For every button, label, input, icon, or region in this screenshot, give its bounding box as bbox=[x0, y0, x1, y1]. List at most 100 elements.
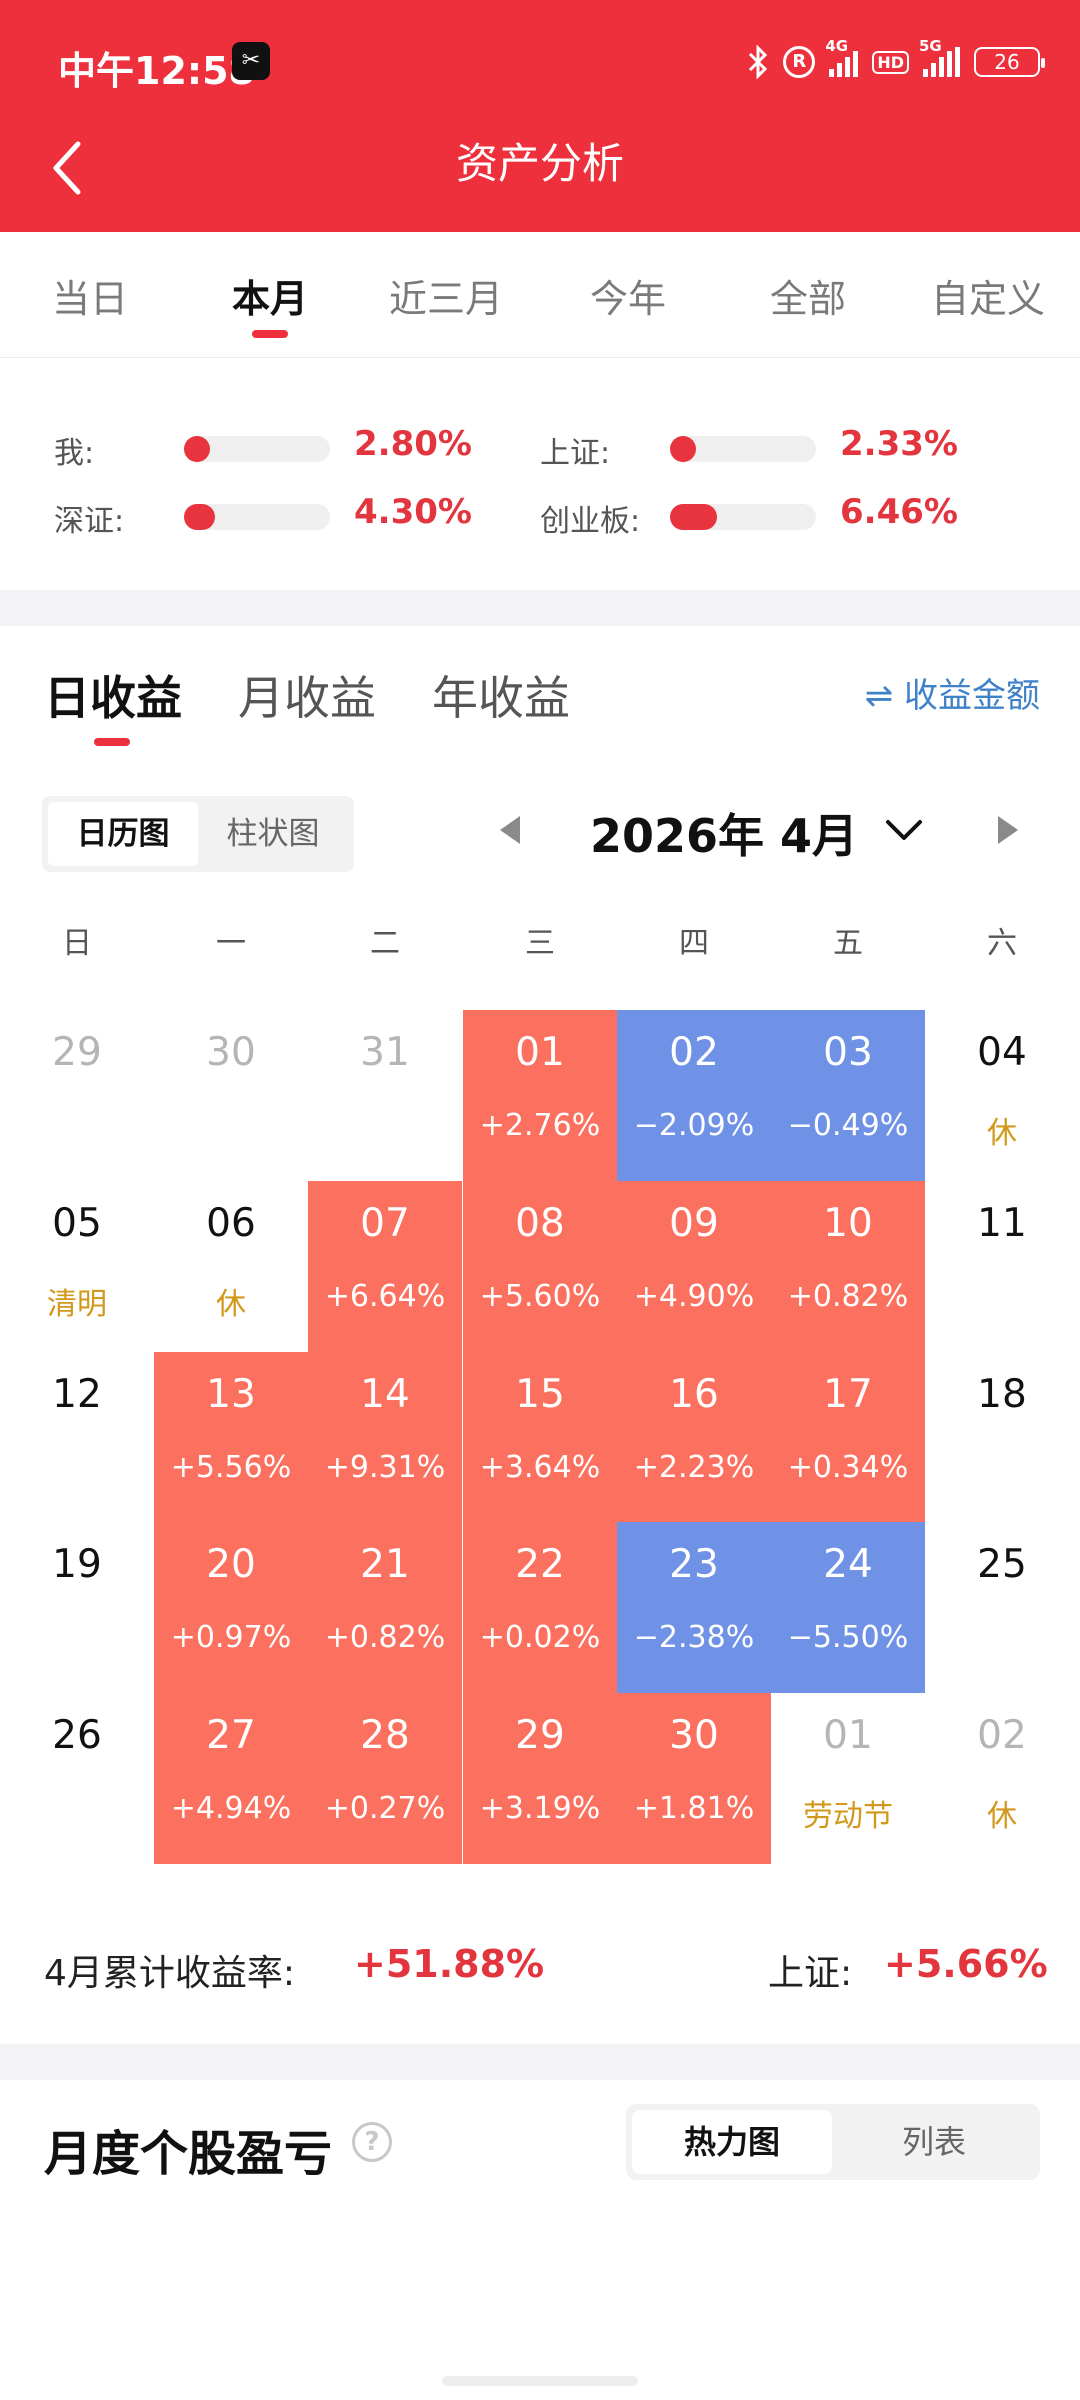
day-return: +4.90% bbox=[633, 1279, 755, 1314]
help-icon[interactable]: ? bbox=[352, 2122, 392, 2162]
day-number: 22 bbox=[515, 1542, 565, 1587]
day-return: +3.19% bbox=[479, 1791, 601, 1826]
capcut-app-icon: ✂ bbox=[232, 42, 270, 80]
list-button[interactable]: 列表 bbox=[901, 2123, 966, 2161]
back-arrow-icon[interactable] bbox=[48, 138, 88, 198]
day-return: +0.02% bbox=[479, 1620, 601, 1655]
weekday-header: 日 一 二 三 四 五 六 bbox=[0, 918, 1080, 968]
bar-view-button[interactable]: 柱状图 bbox=[226, 816, 320, 852]
tab-daily-return[interactable]: 日收益 bbox=[44, 671, 182, 725]
day-number: 05 bbox=[52, 1201, 102, 1246]
day-number: 01 bbox=[515, 1030, 565, 1075]
calendar-day[interactable]: 07 +6.64% bbox=[308, 1181, 462, 1352]
calendar-day[interactable]: 24 −5.50% bbox=[771, 1522, 925, 1693]
day-number: 24 bbox=[823, 1542, 873, 1587]
tab-yearly-return[interactable]: 年收益 bbox=[432, 671, 570, 725]
calendar-day[interactable]: 13 +5.56% bbox=[154, 1352, 308, 1523]
return-comparison: 我: 2.80% 上证: 2.33% 深证: 4.30% 创业板: 6.46% bbox=[0, 358, 1080, 590]
calendar-day[interactable]: 20 +0.97% bbox=[154, 1522, 308, 1693]
day-number: 18 bbox=[977, 1372, 1027, 1417]
day-number: 02 bbox=[669, 1030, 719, 1075]
calendar-day: 25 bbox=[925, 1522, 1079, 1693]
calendar-day[interactable]: 30 +1.81% bbox=[617, 1693, 771, 1864]
pnl-view-toggle: 热力图 列表 bbox=[626, 2104, 1040, 2180]
compare-label: 上证: bbox=[540, 436, 611, 471]
tab-this-month[interactable]: 本月 bbox=[231, 277, 308, 321]
calendar-day[interactable]: 17 +0.34% bbox=[771, 1352, 925, 1523]
day-number: 06 bbox=[206, 1201, 256, 1246]
view-mode-toggle: 日历图 柱状图 bbox=[42, 796, 354, 872]
calendar-day[interactable]: 01 +2.76% bbox=[463, 1010, 617, 1181]
day-return: +6.64% bbox=[324, 1279, 446, 1314]
chevron-down-icon[interactable] bbox=[884, 810, 924, 850]
tab-monthly-return[interactable]: 月收益 bbox=[238, 671, 376, 725]
calendar-view-button[interactable]: 日历图 bbox=[48, 802, 198, 866]
calendar-day: 26 bbox=[0, 1693, 154, 1864]
day-return: +0.97% bbox=[170, 1620, 292, 1655]
tab-this-year[interactable]: 今年 bbox=[589, 277, 666, 321]
day-return: −0.49% bbox=[787, 1108, 909, 1143]
day-return: +0.82% bbox=[324, 1620, 446, 1655]
day-number: 23 bbox=[669, 1542, 719, 1587]
day-number: 09 bbox=[669, 1201, 719, 1246]
day-return: +1.81% bbox=[633, 1791, 755, 1826]
calendar-day[interactable]: 16 +2.23% bbox=[617, 1352, 771, 1523]
calendar-day[interactable]: 27 +4.94% bbox=[154, 1693, 308, 1864]
index-return-value: +5.66% bbox=[884, 1942, 1048, 1986]
signal-4g-icon: 4G bbox=[825, 37, 859, 77]
day-return: −2.38% bbox=[633, 1620, 755, 1655]
app-header: 中午12:58 ✂ R 4G HD 5G 26 资产分析 bbox=[0, 0, 1080, 232]
day-return: +9.31% bbox=[324, 1450, 446, 1485]
day-return: +4.94% bbox=[170, 1791, 292, 1826]
calendar-day: 04 休 bbox=[925, 1010, 1079, 1181]
battery-icon: 26 bbox=[974, 47, 1045, 77]
prev-month-icon[interactable] bbox=[500, 816, 520, 844]
calendar-day: 12 bbox=[0, 1352, 154, 1523]
calendar-day[interactable]: 02 −2.09% bbox=[617, 1010, 771, 1181]
calendar-day[interactable]: 09 +4.90% bbox=[617, 1181, 771, 1352]
heatmap-button[interactable]: 热力图 bbox=[632, 2110, 832, 2174]
active-subtab-indicator bbox=[94, 738, 130, 746]
calendar-day[interactable]: 28 +0.27% bbox=[308, 1693, 462, 1864]
day-number: 10 bbox=[823, 1201, 873, 1246]
day-number: 04 bbox=[977, 1030, 1027, 1075]
tab-three-months[interactable]: 近三月 bbox=[388, 277, 503, 321]
calendar-day[interactable]: 10 +0.82% bbox=[771, 1181, 925, 1352]
calendar-day[interactable]: 08 +5.60% bbox=[463, 1181, 617, 1352]
month-title[interactable]: 2026年 4月 bbox=[590, 809, 859, 863]
calendar-day[interactable]: 14 +9.31% bbox=[308, 1352, 462, 1523]
calendar-day[interactable]: 29 +3.19% bbox=[463, 1693, 617, 1864]
cumulative-return-label: 4月累计收益率: bbox=[44, 1953, 296, 1994]
day-number: 21 bbox=[360, 1542, 410, 1587]
day-number: 02 bbox=[977, 1713, 1027, 1758]
compare-row: 上证: 2.33% bbox=[540, 414, 1000, 474]
day-number: 15 bbox=[515, 1372, 565, 1417]
day-number: 26 bbox=[52, 1713, 102, 1758]
weekday-label: 三 bbox=[525, 926, 555, 961]
compare-bar-fill bbox=[184, 504, 216, 530]
day-return: +0.27% bbox=[324, 1791, 446, 1826]
next-month-icon[interactable] bbox=[998, 816, 1018, 844]
day-number: 13 bbox=[206, 1372, 256, 1417]
compare-row: 深证: 4.30% bbox=[54, 482, 514, 542]
day-number: 19 bbox=[52, 1542, 102, 1587]
calendar-day: 06 休 bbox=[154, 1181, 308, 1352]
tab-today[interactable]: 当日 bbox=[51, 277, 128, 321]
page-title: 资产分析 bbox=[455, 139, 624, 188]
compare-bar bbox=[184, 436, 330, 462]
calendar-day[interactable]: 23 −2.38% bbox=[617, 1522, 771, 1693]
day-number: 14 bbox=[360, 1372, 410, 1417]
calendar-day: 31 bbox=[308, 1010, 462, 1181]
calendar-day[interactable]: 21 +0.82% bbox=[308, 1522, 462, 1693]
tab-all[interactable]: 全部 bbox=[769, 277, 846, 321]
return-amount-toggle[interactable]: ⇌ 收益金额 bbox=[864, 676, 1040, 716]
calendar-day[interactable]: 22 +0.02% bbox=[463, 1522, 617, 1693]
calendar-day: 19 bbox=[0, 1522, 154, 1693]
day-return: +0.82% bbox=[787, 1279, 909, 1314]
calendar-day[interactable]: 15 +3.64% bbox=[463, 1352, 617, 1523]
tab-custom[interactable]: 自定义 bbox=[930, 277, 1045, 321]
calendar-day: 02 休 bbox=[925, 1693, 1079, 1864]
system-icons: R 4G HD 5G 26 bbox=[747, 37, 1045, 84]
calendar-day[interactable]: 03 −0.49% bbox=[771, 1010, 925, 1181]
compare-label: 深证: bbox=[54, 504, 125, 539]
